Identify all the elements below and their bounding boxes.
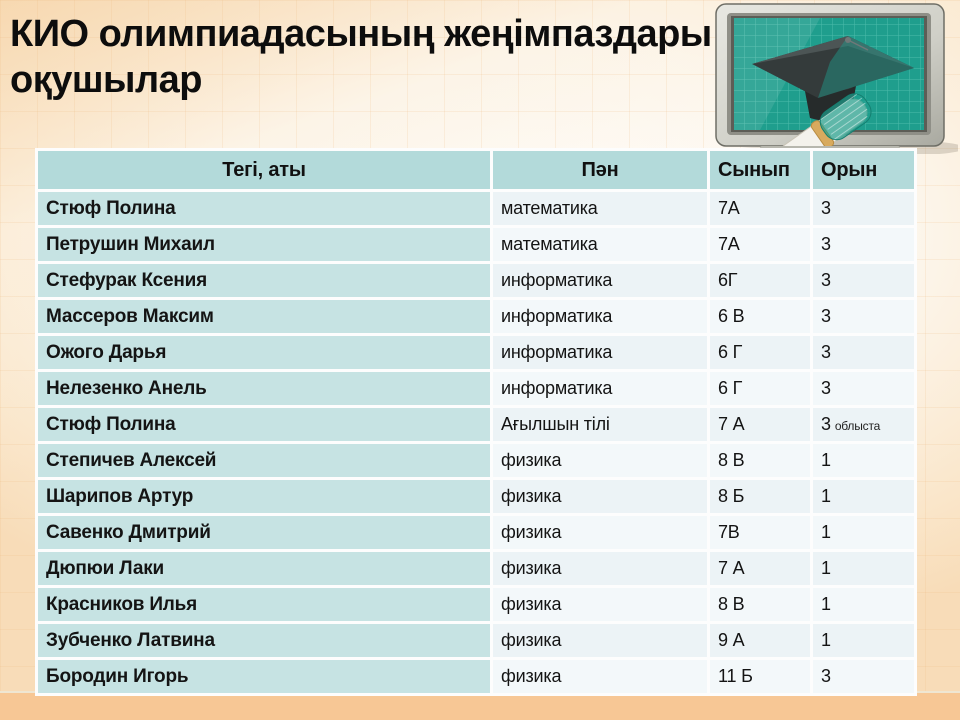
place-cell: 1 [813, 552, 914, 585]
table-row: Стюф Полина математика 7А 3 [38, 192, 914, 225]
subject-cell: математика [493, 192, 707, 225]
column-header-grade: Сынып [710, 151, 810, 189]
subject-cell: информатика [493, 372, 707, 405]
column-header-name: Тегі, аты [38, 151, 490, 189]
place-cell: 3 облыста [813, 408, 914, 441]
place-value: 1 [821, 594, 831, 614]
column-header-place: Орын [813, 151, 914, 189]
student-name-cell: Дюпюи Лаки [38, 552, 490, 585]
place-cell: 1 [813, 624, 914, 657]
place-value: 1 [821, 486, 831, 506]
table-row: Степичев Алексей физика 8 В 1 [38, 444, 914, 477]
place-value: 3 [821, 198, 831, 218]
student-name-cell: Зубченко Латвина [38, 624, 490, 657]
place-value: 1 [821, 522, 831, 542]
table-row: Петрушин Михаил математика 7А 3 [38, 228, 914, 261]
place-cell: 1 [813, 444, 914, 477]
results-table: Тегі, аты Пән Сынып Орын Стюф Полина мат… [35, 148, 917, 696]
table-row: Стюф Полина Ағылшын тілі 7 А 3 облыста [38, 408, 914, 441]
student-name-cell: Красников Илья [38, 588, 490, 621]
student-name-cell: Стюф Полина [38, 408, 490, 441]
results-table-body: Стюф Полина математика 7А 3 Петрушин Мих… [38, 192, 914, 693]
place-cell: 3 [813, 300, 914, 333]
subject-cell: физика [493, 660, 707, 693]
place-note: облыста [834, 419, 881, 433]
place-value: 3 [821, 666, 831, 686]
table-row: Дюпюи Лаки физика 7 А 1 [38, 552, 914, 585]
place-cell: 3 [813, 264, 914, 297]
table-row: Массеров Максим информатика 6 В 3 [38, 300, 914, 333]
place-cell: 3 [813, 336, 914, 369]
subject-cell: физика [493, 624, 707, 657]
student-name-cell: Савенко Дмитрий [38, 516, 490, 549]
grade-cell: 8 Б [710, 480, 810, 513]
table-header-row: Тегі, аты Пән Сынып Орын [38, 151, 914, 189]
grade-cell: 6 Г [710, 336, 810, 369]
place-cell: 3 [813, 372, 914, 405]
table-row: Шарипов Артур физика 8 Б 1 [38, 480, 914, 513]
column-header-subject: Пән [493, 151, 707, 189]
student-name-cell: Степичев Алексей [38, 444, 490, 477]
place-cell: 1 [813, 480, 914, 513]
table-row: Савенко Дмитрий физика 7В 1 [38, 516, 914, 549]
student-name-cell: Бородин Игорь [38, 660, 490, 693]
grade-cell: 6Г [710, 264, 810, 297]
table-row: Ожого Дарья информатика 6 Г 3 [38, 336, 914, 369]
student-name-cell: Стефурак Ксения [38, 264, 490, 297]
place-value: 1 [821, 630, 831, 650]
table-row: Зубченко Латвина физика 9 А 1 [38, 624, 914, 657]
student-name-cell: Петрушин Михаил [38, 228, 490, 261]
table-row: Стефурак Ксения информатика 6Г 3 [38, 264, 914, 297]
grade-cell: 11 Б [710, 660, 810, 693]
subject-cell: физика [493, 444, 707, 477]
grade-cell: 7А [710, 228, 810, 261]
subject-cell: информатика [493, 264, 707, 297]
grade-cell: 7 А [710, 408, 810, 441]
place-value: 3 [821, 342, 831, 362]
student-name-cell: Массеров Максим [38, 300, 490, 333]
subject-cell: физика [493, 480, 707, 513]
grade-cell: 7 А [710, 552, 810, 585]
place-value: 3 [821, 270, 831, 290]
subject-cell: физика [493, 588, 707, 621]
student-name-cell: Ожого Дарья [38, 336, 490, 369]
grade-cell: 7В [710, 516, 810, 549]
table-row: Красников Илья физика 8 В 1 [38, 588, 914, 621]
grade-cell: 9 А [710, 624, 810, 657]
subject-cell: Ағылшын тілі [493, 408, 707, 441]
table-row: Нелезенко Анель информатика 6 Г 3 [38, 372, 914, 405]
place-cell: 3 [813, 192, 914, 225]
student-name-cell: Стюф Полина [38, 192, 490, 225]
grade-cell: 6 В [710, 300, 810, 333]
place-value: 1 [821, 558, 831, 578]
student-name-cell: Нелезенко Анель [38, 372, 490, 405]
monitor-graduation-cap-icon [700, 2, 960, 173]
slide-title: КИО олимпиадасының жеңімпаздары оқушылар [10, 13, 712, 101]
place-cell: 1 [813, 516, 914, 549]
subject-cell: физика [493, 516, 707, 549]
place-value: 3 [821, 234, 831, 254]
subject-cell: математика [493, 228, 707, 261]
student-name-cell: Шарипов Артур [38, 480, 490, 513]
place-cell: 1 [813, 588, 914, 621]
place-value: 1 [821, 450, 831, 470]
place-cell: 3 [813, 228, 914, 261]
grade-cell: 8 В [710, 588, 810, 621]
monitor-graduation-cap-svg [715, 3, 960, 173]
place-cell: 3 [813, 660, 914, 693]
table-row: Бородин Игорь физика 11 Б 3 [38, 660, 914, 693]
place-value: 3 [821, 378, 831, 398]
grade-cell: 7А [710, 192, 810, 225]
subject-cell: физика [493, 552, 707, 585]
grade-cell: 8 В [710, 444, 810, 477]
grade-cell: 6 Г [710, 372, 810, 405]
subject-cell: информатика [493, 300, 707, 333]
place-value: 3 [821, 306, 831, 326]
subject-cell: информатика [493, 336, 707, 369]
place-value: 3 [821, 414, 831, 434]
